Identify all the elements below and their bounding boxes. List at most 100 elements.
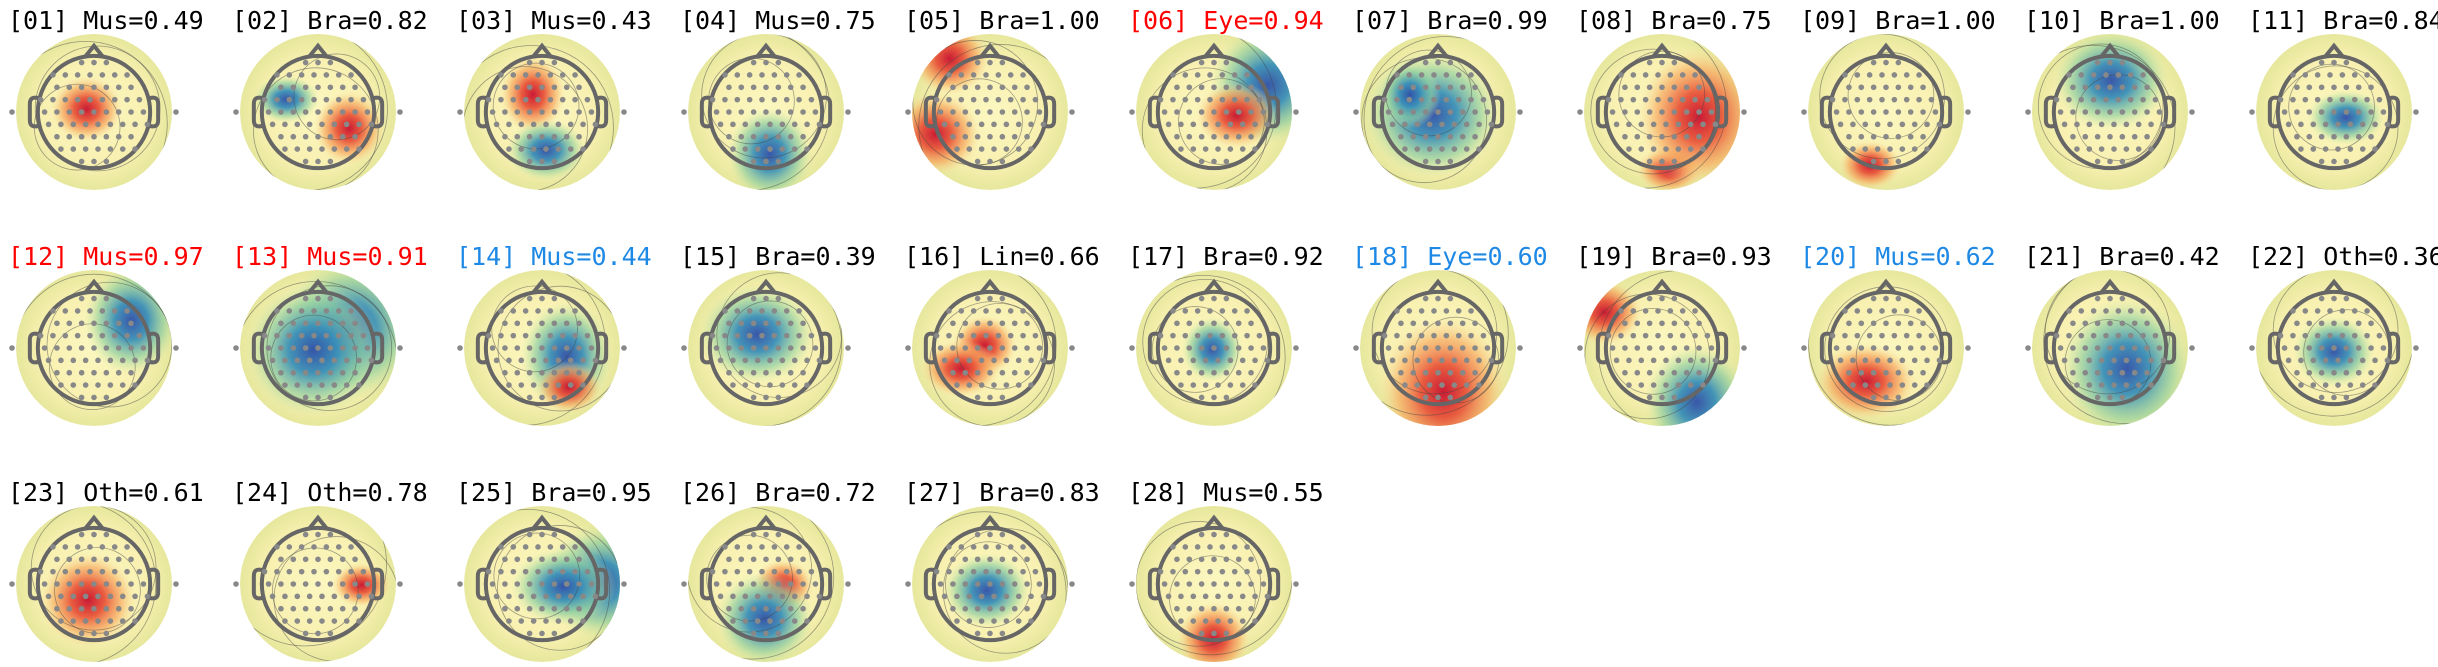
sensor: [978, 593, 985, 600]
sensor: [294, 593, 301, 600]
sensor: [78, 133, 85, 140]
sensor: [1252, 593, 1258, 600]
sensor: [1174, 605, 1180, 612]
sensor: [771, 544, 778, 550]
sensor: [588, 581, 595, 587]
sensor: [290, 556, 297, 563]
sensor: [2302, 332, 2309, 339]
ear: [597, 567, 609, 601]
topomap: [464, 34, 620, 190]
sensor: [343, 382, 350, 388]
sensor: [2119, 394, 2126, 401]
sensor: [103, 345, 110, 351]
sensor: [1630, 308, 1637, 314]
sensor: [1638, 146, 1645, 152]
sensor: [551, 531, 558, 538]
sensor: [278, 84, 284, 91]
sensor: [1646, 133, 1653, 140]
sensor: [539, 581, 545, 587]
sensor: [1198, 133, 1205, 140]
sensor: [1650, 146, 1657, 152]
component-label: [25] Bra=0.95: [456, 478, 652, 507]
sensor: [1667, 96, 1674, 103]
sensor: [502, 109, 508, 115]
sensor: [502, 345, 508, 351]
sensor: [1431, 332, 1437, 339]
sensor: [493, 593, 500, 600]
sensor: [9, 109, 15, 115]
sensor: [1675, 382, 1682, 388]
ear: [1819, 331, 1831, 365]
sensor: [111, 96, 118, 103]
sensor: [290, 345, 297, 351]
sensor: [978, 146, 985, 152]
ear: [1045, 567, 1057, 601]
sensor: [41, 581, 48, 587]
sensor: [742, 618, 749, 624]
sensor: [360, 332, 367, 339]
topomap: [2032, 270, 2188, 426]
sensor: [987, 369, 993, 376]
sensor: [572, 332, 578, 339]
sensor: [763, 320, 769, 327]
sensor: [1252, 146, 1258, 152]
sensor: [2306, 320, 2313, 327]
sensor: [775, 109, 782, 115]
contour: [16, 506, 157, 662]
sensor: [95, 382, 101, 388]
sensor: [750, 345, 757, 351]
sensor: [1924, 146, 1930, 152]
sensor: [2094, 369, 2101, 376]
sensor: [1642, 308, 1649, 314]
sensor: [1850, 121, 1856, 128]
sensor: [1928, 96, 1935, 103]
sensor: [551, 109, 558, 115]
sensor: [1198, 605, 1205, 612]
sensor: [1895, 59, 1902, 66]
sensor: [2090, 96, 2097, 103]
sensor: [974, 345, 981, 351]
sensor: [763, 133, 769, 140]
sensor: [750, 133, 757, 140]
sensor: [1264, 593, 1271, 600]
sensor: [66, 133, 73, 140]
sensor: [2298, 357, 2304, 364]
sensor: [1626, 357, 1632, 364]
sensor: [1899, 146, 1906, 152]
sensor: [1480, 96, 1487, 103]
sensor: [950, 320, 956, 327]
sensor: [1634, 84, 1641, 91]
sensor: [1842, 96, 1848, 103]
sensor: [2343, 59, 2350, 66]
sensor: [1634, 109, 1641, 115]
sensor: [962, 556, 969, 563]
ear: [699, 95, 711, 129]
sensor: [1435, 345, 1441, 351]
sensor: [1239, 382, 1246, 388]
sensor: [2335, 382, 2341, 388]
sensor: [1883, 158, 1889, 165]
sensor: [995, 544, 1002, 550]
sensor: [269, 357, 276, 364]
sensor: [783, 568, 790, 575]
sensor: [498, 72, 504, 78]
sensor: [2094, 133, 2101, 140]
sensor: [1036, 581, 1043, 587]
sensor: [78, 59, 85, 66]
sensor: [1671, 394, 1678, 401]
sensor: [530, 357, 537, 364]
sensor: [791, 593, 798, 600]
sensor: [791, 382, 798, 388]
head-outline: [259, 289, 377, 407]
sensor: [592, 121, 599, 128]
sensor: [282, 121, 288, 128]
sensor: [1659, 84, 1665, 91]
sensor: [1015, 121, 1022, 128]
sensor: [1402, 382, 1408, 388]
sensor: [2318, 295, 2325, 302]
sensor: [2123, 382, 2130, 388]
sensor: [1223, 320, 1230, 327]
sensor: [2082, 109, 2089, 115]
sensor: [1024, 605, 1030, 612]
activation-blob: [244, 282, 382, 418]
